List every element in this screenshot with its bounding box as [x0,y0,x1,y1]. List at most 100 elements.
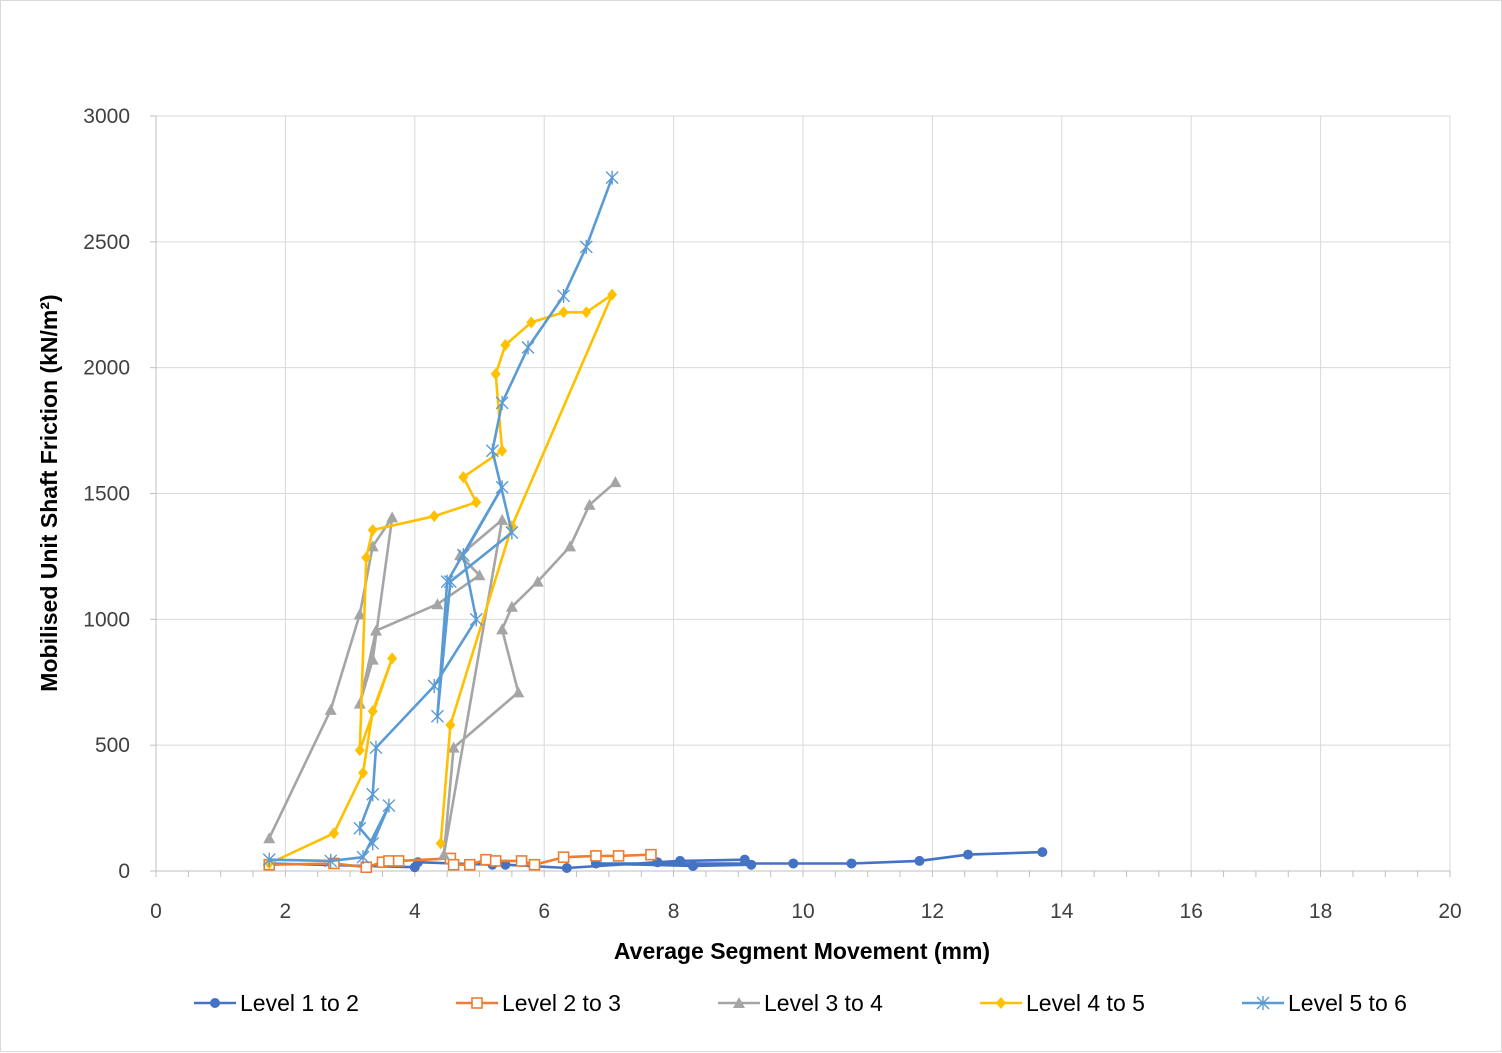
data-point [581,306,592,319]
data-point [366,653,379,665]
data-point-shape [456,548,470,563]
data-point-shape [612,850,625,862]
data-point-shape [353,697,366,709]
data-point [471,496,482,509]
data-point-shape [382,798,396,813]
data-point [962,849,973,860]
data-point [463,858,476,871]
data-point-shape [962,849,973,860]
data-point-shape [458,471,469,484]
data-point [367,705,378,718]
data-point-shape [367,705,378,718]
x-tick-label: 2 [280,900,292,923]
data-point [445,719,456,732]
data-point [366,787,380,802]
y-tick-label: 0 [118,860,130,883]
data-point [262,852,276,867]
data-point [328,827,339,840]
data-point-shape [263,832,276,844]
data-point [490,367,501,380]
data-point [495,480,509,495]
y-tick-label: 2500 [83,231,130,254]
data-point [456,548,470,563]
legend-marker [733,997,745,1008]
data-point-shape [427,679,441,694]
data-point-shape [437,848,450,860]
data-point [505,525,519,540]
legend-marker-shape [471,997,483,1009]
x-tick-label: 14 [1050,900,1074,923]
data-point-shape [366,540,379,552]
data-point-shape [356,850,370,865]
x-tick-label: 6 [538,900,550,923]
data-point [489,855,502,867]
data-point [324,853,338,868]
data-point [366,836,380,851]
data-point [358,766,369,779]
data-point [447,741,460,753]
data-point [473,569,486,581]
data-point [427,679,441,694]
data-point-shape [579,239,593,254]
axes [150,115,1451,877]
data-point-shape [746,859,757,870]
series-3 [263,476,622,860]
data-point [469,612,483,627]
data-point-shape [490,367,501,380]
data-point-shape [431,598,444,610]
x-tick-label: 16 [1180,900,1203,923]
data-point-shape [605,170,619,185]
data-point [500,339,511,352]
data-point-shape [435,837,446,850]
data-point-shape [528,858,541,871]
data-point-shape [367,523,378,536]
data-point-shape [262,852,276,867]
data-point-shape [443,574,457,589]
data-point [263,832,276,844]
data-point-shape [429,510,440,523]
data-point [528,858,541,871]
data-point [496,513,509,525]
data-point [361,551,372,564]
data-point-shape [512,686,525,698]
data-point-shape [471,496,482,509]
data-point [387,652,398,665]
legend-item: Level 3 to 4 [718,990,883,1016]
legend-label: Level 1 to 2 [240,990,359,1016]
data-point-shape [526,316,537,329]
y-tick-label: 1000 [83,608,130,631]
data-point-shape [387,652,398,665]
data-point-shape [521,340,535,355]
data-point-shape [914,855,925,866]
data-point-shape [366,653,379,665]
data-point [324,703,337,715]
data-point [688,860,699,871]
data-point [485,443,499,458]
data-point-shape [1037,847,1048,858]
data-point-shape [354,744,365,757]
legend-marker-shape [210,998,220,1008]
data-point [612,850,625,862]
data-point-shape [590,850,602,862]
y-axis-title: Mobilised Unit Shaft Friction (kN/m²) [36,294,62,691]
data-point [431,598,444,610]
data-point [605,170,619,185]
data-point-shape [505,600,518,612]
data-point-shape [463,858,476,871]
data-point-shape [328,827,339,840]
gridlines [156,115,1451,871]
data-point [512,686,525,698]
data-point [353,608,366,620]
legend: Level 1 to 2 Level 2 to 3 Level 3 to 4 Leve… [194,990,1407,1016]
legend-item: Level 1 to 2 [194,990,359,1016]
data-point [788,858,799,869]
data-point [746,859,757,870]
data-point [495,395,509,410]
data-point [458,471,469,484]
data-point [369,740,383,755]
data-point-shape [369,624,382,636]
data-point [579,239,593,254]
data-point-shape [531,575,544,587]
data-point-shape [358,766,369,779]
